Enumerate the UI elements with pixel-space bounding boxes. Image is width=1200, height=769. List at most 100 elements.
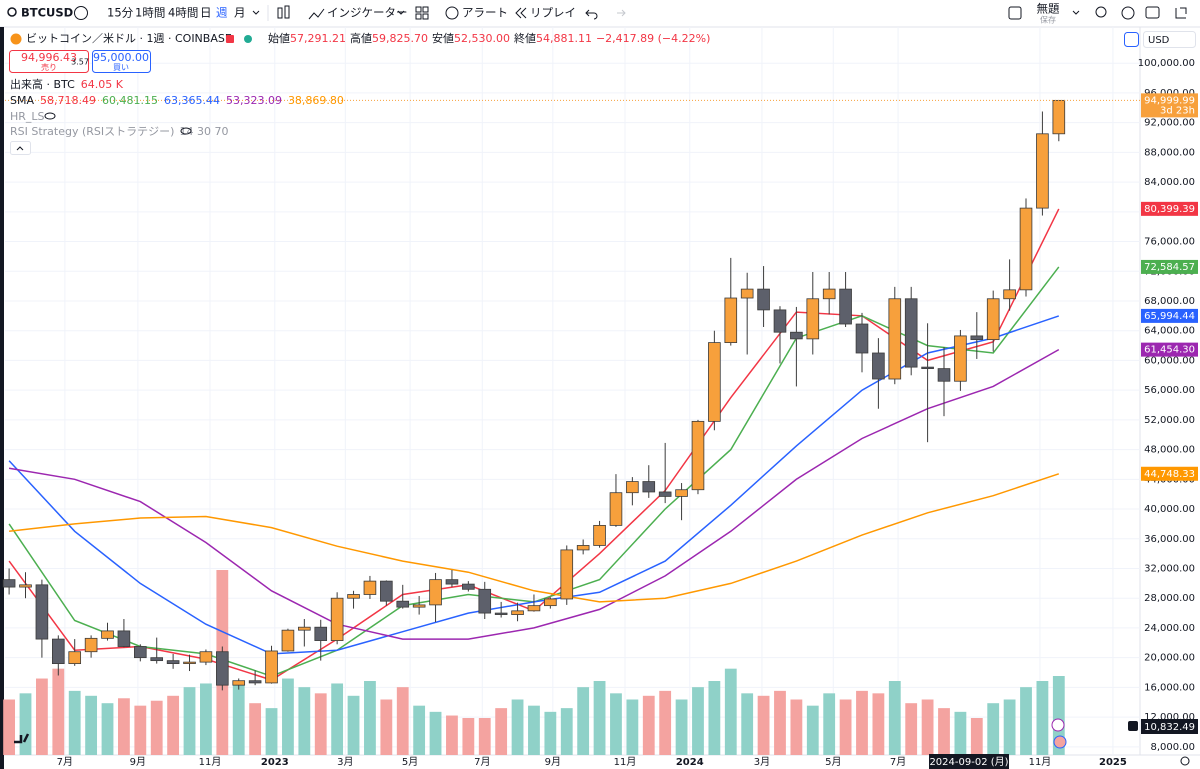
layout-icon[interactable] xyxy=(422,13,429,20)
buy-price[interactable]: 95,000.00 xyxy=(93,51,149,64)
interval-active[interactable]: 週 xyxy=(216,6,228,20)
candle-body xyxy=(740,288,754,299)
y-tick-label: 24,000.00 xyxy=(1144,623,1195,634)
y-tick-label: 28,000.00 xyxy=(1144,593,1195,604)
candle-body xyxy=(888,298,902,380)
settings-icon[interactable] xyxy=(1121,6,1135,20)
sma-price-tag xyxy=(1141,201,1198,216)
close-value: 54,881.11 xyxy=(536,32,592,45)
left-border xyxy=(0,27,4,769)
volume-bar xyxy=(429,711,442,755)
replay-icon[interactable] xyxy=(515,7,527,19)
sma-value: 38,869.80 xyxy=(288,94,344,107)
candle-body xyxy=(2,579,16,588)
volume-bar xyxy=(35,678,48,755)
crosshair-date-box xyxy=(929,754,1009,769)
change: −2,417.89 (−4.22%) xyxy=(596,32,710,45)
candle-body xyxy=(298,626,311,631)
volume-bar xyxy=(528,705,540,755)
volume-bar xyxy=(1003,699,1016,755)
collapse-caret[interactable] xyxy=(16,146,24,151)
sma-legend: SMA 58,718.49 60,481.15 63,365.44 53,323.09 3… xyxy=(10,94,344,107)
buy-label[interactable]: 買い xyxy=(113,63,129,72)
volume-bar xyxy=(806,705,819,755)
sma-price-label: 80,399.39 xyxy=(1144,204,1195,215)
rsi-legend: RSI Strategy (RSIストラテジー) 14 30 70 xyxy=(10,125,228,138)
y-tick-label: 76,000.00 xyxy=(1144,237,1195,248)
replay-button[interactable]: リプレイ xyxy=(530,6,576,20)
candles xyxy=(2,99,1066,691)
volume-label: 出来高 · BTC xyxy=(10,77,75,91)
chart-type-icon[interactable] xyxy=(277,7,283,19)
event-icon[interactable] xyxy=(1051,718,1065,732)
snapshot-icon[interactable] xyxy=(1145,6,1160,19)
candle-body xyxy=(134,646,147,659)
y-tick-label: 56,000.00 xyxy=(1144,385,1195,396)
rsi-label: RSI Strategy (RSIストラテジー) xyxy=(10,125,174,138)
crosshair-add[interactable] xyxy=(1128,721,1138,731)
quick-search-icon[interactable] xyxy=(1095,6,1107,18)
candle-body xyxy=(658,491,672,497)
buy-button[interactable] xyxy=(92,50,151,73)
volume-bar xyxy=(265,708,278,755)
axis-settings[interactable] xyxy=(1180,756,1190,766)
visibility-icon[interactable] xyxy=(180,127,192,135)
dropdown-caret[interactable] xyxy=(1072,10,1080,15)
interval[interactable]: 日 xyxy=(200,6,212,20)
layout-icon[interactable] xyxy=(415,6,422,13)
symbol-logo xyxy=(10,33,22,45)
auto-scale-button[interactable] xyxy=(1124,32,1139,47)
redo[interactable] xyxy=(617,9,626,17)
y-tick-label: 92,000.00 xyxy=(1144,118,1195,129)
alert-icon[interactable] xyxy=(445,6,459,20)
visibility-icon[interactable] xyxy=(44,112,56,120)
y-tick-label: 40,000.00 xyxy=(1144,504,1195,515)
volume-bar xyxy=(167,695,180,755)
sma-value: 58,718.49 xyxy=(40,94,96,107)
candle-body xyxy=(576,545,590,551)
volume-legend: 出来高 · BTC 64.05 K xyxy=(10,77,124,91)
indicators-button[interactable]: インジケーター xyxy=(327,6,408,20)
volume-bar xyxy=(757,695,770,755)
layout-icon[interactable] xyxy=(415,13,422,20)
candle-body xyxy=(248,680,262,684)
dropdown-caret[interactable] xyxy=(252,10,260,15)
volume-bar xyxy=(642,695,655,755)
high-label: 高値 xyxy=(350,31,372,45)
volume-bar xyxy=(134,705,147,755)
layout-icon[interactable] xyxy=(422,6,429,13)
indicator-icon[interactable] xyxy=(308,8,325,20)
candle-body xyxy=(117,630,131,647)
interval[interactable]: 1時間 xyxy=(135,6,165,20)
dropdown-caret[interactable] xyxy=(397,10,405,15)
candle-body xyxy=(380,580,393,602)
candle-body xyxy=(511,610,524,615)
volume-bar xyxy=(626,699,639,755)
axes: 8,000.00 12,000.00 16,000.00 20,000.00 24,00… xyxy=(5,58,1198,768)
volume-bar xyxy=(118,698,130,755)
undo[interactable] xyxy=(585,9,598,20)
fullscreen-icon[interactable] xyxy=(1008,6,1022,20)
currency[interactable]: USD xyxy=(1148,35,1170,46)
add-symbol[interactable] xyxy=(74,6,88,20)
chart-type-icon[interactable] xyxy=(284,5,290,19)
candle-body xyxy=(52,638,65,665)
sell-label[interactable]: 売り xyxy=(41,62,57,72)
interval[interactable]: 15分 xyxy=(107,6,134,20)
economic-event-icon[interactable] xyxy=(1053,735,1067,749)
interval[interactable]: 4時間 xyxy=(168,6,198,20)
currency-box[interactable] xyxy=(1143,31,1196,48)
sell-button[interactable] xyxy=(9,50,89,73)
symbol[interactable]: BTCUSD xyxy=(21,6,73,20)
publish-icon[interactable] xyxy=(1175,7,1187,19)
candle-body xyxy=(1003,289,1016,300)
alerts-button[interactable]: アラート xyxy=(462,6,508,20)
interval[interactable]: 月 xyxy=(234,6,246,20)
candle-body xyxy=(757,288,770,311)
candle-body xyxy=(396,600,410,608)
search-icon[interactable] xyxy=(7,7,17,17)
candle-body xyxy=(265,650,278,684)
layout-name[interactable]: 無題 xyxy=(1037,2,1060,16)
sell-price[interactable]: 94,996.43 xyxy=(21,51,77,64)
y-tick-label: 60,000.00 xyxy=(1144,355,1195,366)
